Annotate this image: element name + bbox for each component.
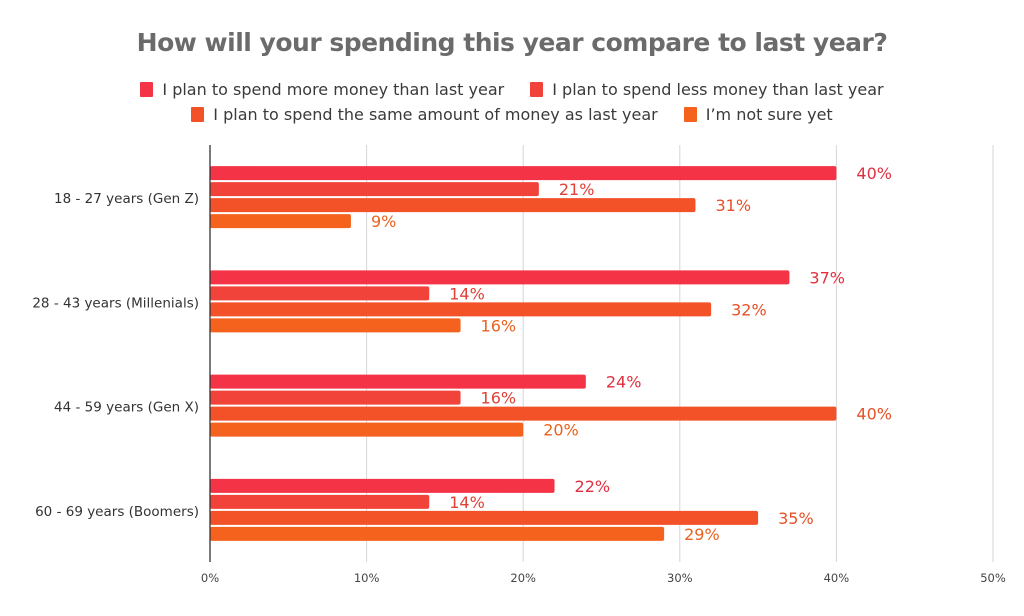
- legend-swatch-same: [191, 107, 205, 122]
- bar: [210, 214, 351, 229]
- x-tick-labels: 0% 10% 20% 30% 40% 50%: [201, 571, 1006, 585]
- legend-row-1: I plan to spend more money than last yea…: [0, 80, 1024, 99]
- bar: [210, 526, 665, 541]
- bar: [210, 478, 555, 493]
- legend-row-2: I plan to spend the same amount of money…: [0, 105, 1024, 124]
- category-label: 60 - 69 years (Boomers): [35, 504, 199, 520]
- legend-swatch-more: [140, 82, 154, 97]
- data-label: 37%: [809, 268, 845, 287]
- x-tick-label: 50%: [980, 571, 1006, 585]
- data-label: 32%: [731, 300, 767, 319]
- category-label: 28 - 43 years (Millenials): [32, 295, 199, 311]
- bar: [210, 286, 430, 301]
- data-label: 40%: [856, 164, 892, 183]
- category-labels: 18 - 27 years (Gen Z) 28 - 43 years (Mill…: [32, 191, 199, 520]
- x-tick-label: 0%: [201, 571, 219, 585]
- legend-label-same: I plan to spend the same amount of money…: [213, 105, 658, 124]
- bar: [210, 494, 430, 509]
- data-labels: 40% 21% 31% 9% 37% 14% 32% 16% 24% 16% 40% 20% 22% 14…: [371, 164, 892, 544]
- data-label: 35%: [778, 509, 814, 528]
- legend-label-more: I plan to spend more money than last yea…: [162, 80, 505, 99]
- legend-label-not-sure: I’m not sure yet: [705, 105, 833, 124]
- data-label: 40%: [856, 405, 892, 424]
- legend-item-same[interactable]: I plan to spend the same amount of money…: [191, 105, 658, 124]
- data-label: 20%: [543, 421, 579, 440]
- bar: [210, 510, 759, 525]
- bar: [210, 374, 586, 389]
- x-tick-label: 10%: [354, 571, 380, 585]
- data-label: 24%: [606, 373, 642, 392]
- x-tick-label: 20%: [510, 571, 536, 585]
- data-label: 29%: [684, 525, 720, 544]
- chart-title: How will your spending this year compare…: [136, 28, 888, 57]
- data-label: 9%: [371, 212, 396, 231]
- legend-swatch-less: [530, 82, 544, 97]
- data-label: 21%: [559, 180, 595, 199]
- bar: [210, 270, 790, 285]
- data-label: 31%: [715, 196, 751, 215]
- bar: [210, 198, 696, 213]
- legend-label-less: I plan to spend less money than last yea…: [552, 80, 884, 99]
- bar: [210, 318, 461, 333]
- x-tick-label: 40%: [824, 571, 850, 585]
- x-tick-label: 30%: [667, 571, 693, 585]
- legend-item-not-sure[interactable]: I’m not sure yet: [683, 105, 833, 124]
- legend-item-more[interactable]: I plan to spend more money than last yea…: [140, 80, 504, 99]
- bar: [210, 406, 837, 421]
- data-label: 16%: [481, 316, 517, 335]
- legend-swatch-not-sure: [683, 107, 697, 122]
- data-label: 14%: [449, 493, 485, 512]
- bars: [210, 166, 837, 541]
- bar: [210, 182, 539, 197]
- bar: [210, 422, 524, 437]
- category-label: 18 - 27 years (Gen Z): [54, 191, 199, 207]
- legend-item-less[interactable]: I plan to spend less money than last yea…: [530, 80, 884, 99]
- bar: [210, 302, 712, 317]
- category-label: 44 - 59 years (Gen X): [54, 400, 199, 416]
- bar: [210, 166, 837, 181]
- bar: [210, 390, 461, 405]
- data-label: 22%: [575, 477, 611, 496]
- data-label: 14%: [449, 284, 485, 303]
- data-label: 16%: [481, 389, 517, 408]
